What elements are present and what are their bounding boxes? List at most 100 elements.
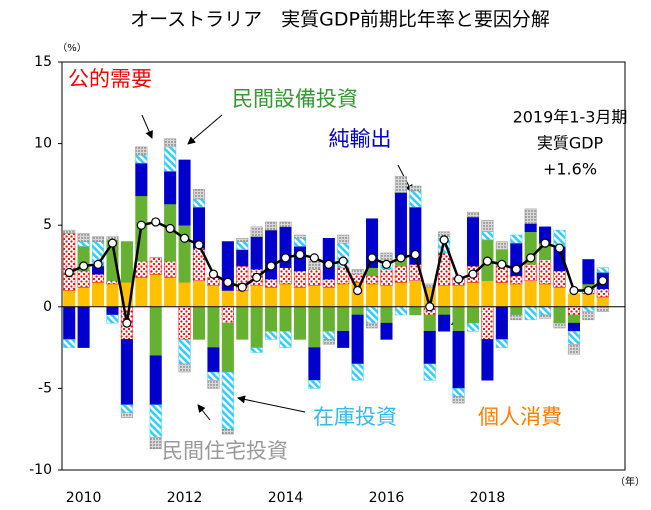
- bar-segment: [63, 233, 76, 291]
- bar-segment: [394, 192, 407, 259]
- series-label: 純輸出: [329, 127, 392, 151]
- bar-segment: [149, 355, 162, 405]
- bar-segment: [495, 339, 508, 348]
- y-unit: （%）: [57, 42, 87, 54]
- bar-segment: [452, 306, 465, 332]
- gdp-point: [497, 259, 507, 269]
- x-tick-label: 2014: [268, 490, 304, 506]
- bar-segment: [236, 241, 249, 250]
- bar-segment: [106, 314, 119, 324]
- gdp-point: [367, 253, 377, 263]
- bar-segment: [567, 322, 580, 332]
- bar-segment: [553, 322, 566, 329]
- bar-segment: [293, 234, 306, 239]
- bar-segment: [423, 314, 436, 332]
- bar-segment: [481, 339, 494, 381]
- bar-segment: [438, 306, 451, 316]
- bar-segment: [322, 339, 335, 345]
- bar-segment: [438, 314, 451, 332]
- bar-segment: [207, 285, 220, 308]
- annotation: +1.6%: [543, 160, 597, 179]
- bar-segment: [466, 216, 480, 267]
- bar-segment: [481, 231, 494, 241]
- gdp-point: [151, 217, 161, 227]
- bar-segment: [366, 283, 379, 308]
- bar-segment: [452, 388, 465, 397]
- bar-segment: [452, 331, 465, 389]
- bar-segment: [77, 286, 90, 308]
- gdp-point: [309, 253, 319, 263]
- bar-segment: [394, 282, 407, 308]
- gdp-point: [410, 249, 420, 260]
- series-label: 民間住宅投資: [162, 439, 288, 463]
- bar-segment: [495, 241, 508, 250]
- series-label: 個人消費: [478, 405, 562, 429]
- bar-segment: [481, 306, 494, 340]
- bar-segment: [265, 331, 278, 340]
- gdp-point: [179, 233, 190, 243]
- bar-segment: [293, 306, 306, 340]
- bar-segment: [409, 280, 422, 308]
- y-tick-label: 15: [34, 54, 52, 70]
- bar-segment: [394, 175, 407, 193]
- gdp-point: [396, 253, 406, 263]
- bar-segment: [567, 314, 580, 324]
- x-tick-label: 2012: [167, 490, 203, 506]
- bar-segment: [149, 437, 162, 450]
- bar-segment: [279, 306, 292, 332]
- gdp-point: [237, 282, 247, 292]
- bar-segment: [120, 241, 133, 283]
- bar-segment: [77, 270, 90, 288]
- bar-segment: [236, 306, 249, 340]
- bar-segment: [63, 339, 76, 348]
- y-tick-label: -5: [38, 380, 52, 396]
- bar-segment: [77, 306, 90, 348]
- bar-segment: [308, 285, 321, 308]
- bar-segment: [265, 221, 278, 231]
- bar-segment: [164, 146, 177, 172]
- bar-segment: [366, 322, 379, 329]
- bar-segment: [250, 347, 263, 353]
- bar-segment: [250, 306, 263, 348]
- bar-segment: [308, 306, 321, 348]
- bar-segment: [366, 306, 379, 324]
- bar-segment: [466, 306, 480, 324]
- x-tick-label: 2016: [369, 490, 405, 506]
- bar-segment: [279, 221, 292, 228]
- bar-segment: [63, 290, 76, 308]
- bar-segment: [380, 269, 393, 286]
- gdp-point: [223, 277, 233, 287]
- bar-segment: [337, 283, 350, 308]
- bar-segment: [77, 233, 90, 242]
- bar-segment: [135, 260, 148, 278]
- bar-segment: [539, 259, 552, 285]
- bar-segment: [596, 296, 609, 308]
- bar-segment: [423, 363, 436, 381]
- bar-segment: [596, 267, 609, 273]
- gdp-point: [93, 259, 103, 269]
- bar-segment: [293, 238, 306, 247]
- bar-segment: [178, 282, 191, 308]
- x-tick-label: 2018: [470, 490, 506, 506]
- bar-segment: [337, 306, 350, 332]
- bar-segment: [164, 138, 177, 148]
- bar-segment: [510, 234, 523, 244]
- bar-segment: [135, 146, 148, 156]
- bar-segment: [135, 154, 148, 164]
- bar-segment: [582, 306, 595, 312]
- bar-segment: [380, 285, 393, 308]
- bar-segment: [380, 306, 393, 324]
- gdp-point: [425, 302, 435, 312]
- y-tick-label: 5: [43, 217, 52, 233]
- series-label: 在庫投資: [313, 405, 397, 429]
- bar-segment: [250, 236, 263, 270]
- gdp-point: [280, 253, 291, 263]
- bar-segment: [524, 280, 537, 308]
- bar-segment: [236, 290, 249, 308]
- bar-segment: [92, 282, 105, 308]
- gdp-point: [468, 269, 478, 279]
- gdp-point: [194, 240, 204, 250]
- bar-segment: [265, 286, 278, 308]
- gdp-point: [324, 259, 334, 269]
- gdp-point: [554, 243, 565, 253]
